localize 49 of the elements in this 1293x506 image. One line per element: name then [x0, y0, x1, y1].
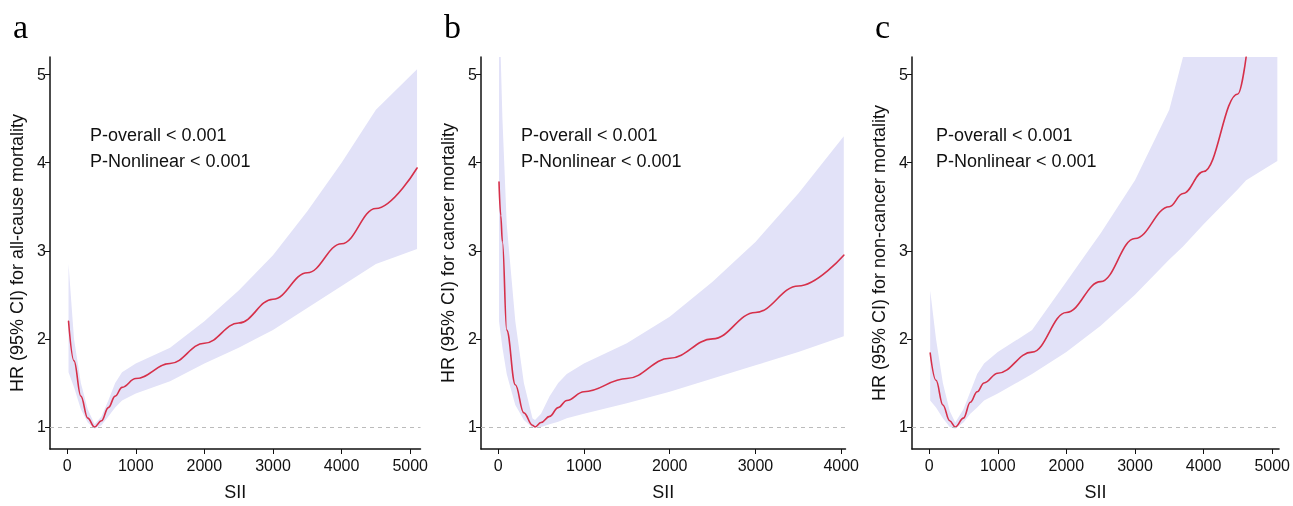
- x-tick-label: 2000: [1048, 456, 1085, 474]
- y-tick-label: 3: [899, 242, 909, 260]
- y-axis-title: HR (95% CI) for all-cause mortality: [7, 113, 27, 393]
- annotation: P-Nonlinear < 0.001: [521, 151, 682, 171]
- x-tick-label: 1000: [117, 456, 154, 474]
- y-tick-label: 4: [468, 154, 478, 172]
- y-tick-label: 3: [468, 242, 478, 260]
- x-tick-label: 3000: [1117, 456, 1153, 474]
- y-axis-title: HR (95% CI) for cancer mortality: [438, 122, 458, 384]
- y-tick-label: 1: [899, 418, 909, 436]
- x-tick-label: 3000: [737, 456, 774, 474]
- y-tick-label: 2: [37, 330, 47, 348]
- x-tick-label: 0: [62, 456, 72, 474]
- y-tick-label: 5: [468, 66, 478, 84]
- line-series: [67, 167, 418, 428]
- annotation: P-Nonlinear < 0.001: [936, 151, 1097, 171]
- x-axis-title: SII: [652, 482, 675, 502]
- y-tick-label: 1: [468, 418, 478, 436]
- x-axis-title: SII: [1084, 482, 1107, 502]
- annotation: P-overall < 0.001: [90, 125, 227, 145]
- chart-title: c: [875, 7, 891, 45]
- y-tick-label: 2: [468, 330, 478, 348]
- annotation: P-overall < 0.001: [936, 125, 1073, 145]
- chart-title: a: [13, 7, 29, 45]
- x-tick-label: 4000: [823, 456, 860, 474]
- y-axis-title: HR (95% CI) for non-cancer mortality: [869, 104, 889, 402]
- x-tick-label: 5000: [392, 456, 429, 474]
- annotation: P-Nonlinear < 0.001: [90, 151, 251, 171]
- x-tick-label: 4000: [1185, 456, 1222, 474]
- y-tick-label: 5: [37, 66, 47, 84]
- y-tick-label: 2: [899, 330, 909, 348]
- x-tick-label: 2000: [186, 456, 223, 474]
- y-tick-label: 4: [37, 154, 47, 172]
- chart-title: b: [444, 7, 461, 45]
- y-tick-label: 4: [899, 154, 909, 172]
- y-tick-label: 3: [37, 242, 47, 260]
- x-tick-label: 5000: [1254, 456, 1291, 474]
- x-tick-label: 3000: [255, 456, 291, 474]
- y-tick-label: 5: [899, 66, 909, 84]
- x-tick-label: 4000: [323, 456, 360, 474]
- x-tick-label: 1000: [566, 456, 602, 474]
- annotation: P-overall < 0.001: [521, 125, 658, 145]
- y-tick-label: 1: [37, 418, 47, 436]
- x-tick-label: 0: [924, 456, 934, 474]
- x-tick-label: 1000: [979, 456, 1016, 474]
- x-tick-label: 2000: [651, 456, 688, 474]
- line-series: [498, 181, 845, 428]
- x-axis-title: SII: [224, 482, 247, 502]
- x-tick-label: 0: [493, 456, 503, 474]
